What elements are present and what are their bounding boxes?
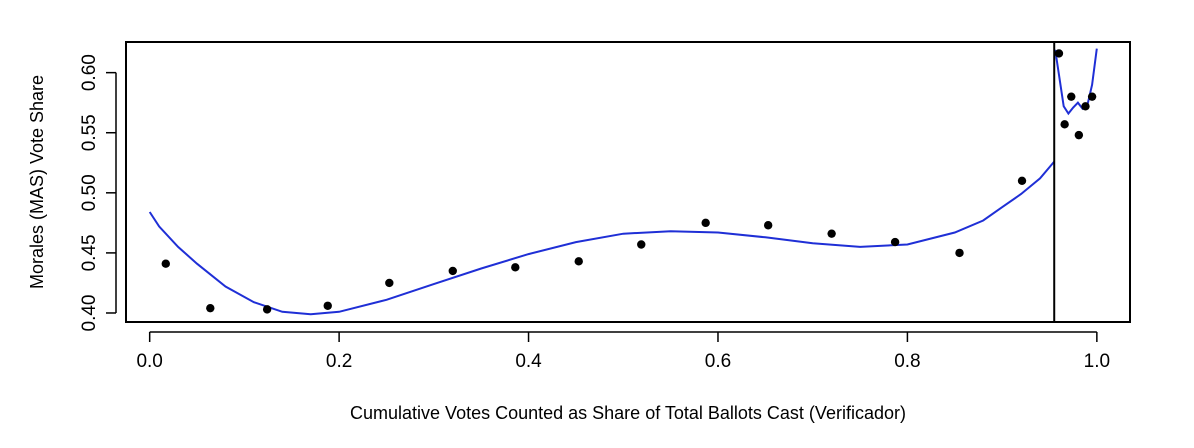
data-point (1067, 92, 1076, 101)
data-point (1060, 120, 1069, 129)
fit-curves (148, 48, 1098, 316)
fit-curve-right (1054, 48, 1098, 116)
data-point (827, 229, 836, 238)
y-tick-label: 0.55 (79, 114, 100, 151)
data-point (511, 263, 520, 272)
data-point (262, 305, 272, 314)
y-axis: 0.40 0.45 0.50 0.55 0.60 (79, 54, 117, 331)
y-tick-label: 0.40 (79, 294, 100, 331)
data-point (448, 266, 457, 276)
data-point (955, 248, 964, 258)
x-axis: 0.0 0.2 0.4 0.6 0.8 1.0 (136, 331, 1110, 372)
y-axis-title: Morales (MAS) Vote Share (27, 75, 47, 289)
data-point (1074, 130, 1084, 140)
data-point (637, 240, 646, 249)
data-points (161, 49, 1097, 314)
y-tick-label: 0.60 (79, 54, 100, 91)
data-point (1017, 176, 1027, 185)
data-point (890, 237, 900, 247)
x-tick-label: 1.0 (1084, 351, 1110, 372)
x-tick-label: 0.8 (894, 351, 920, 372)
x-axis-title: Cumulative Votes Counted as Share of Tot… (350, 403, 906, 423)
data-point (574, 257, 583, 266)
y-tick-label: 0.50 (79, 174, 100, 211)
fit-curve-left (148, 160, 1055, 316)
x-tick-label: 0.0 (136, 351, 162, 372)
data-point (701, 218, 710, 228)
x-tick-label: 0.6 (705, 351, 731, 372)
data-point (323, 301, 332, 310)
data-point (1087, 92, 1097, 101)
data-point (1054, 49, 1064, 58)
data-point (1081, 102, 1090, 111)
x-tick-label: 0.4 (515, 351, 542, 372)
data-point (161, 259, 170, 268)
data-point (206, 303, 215, 313)
y-tick-label: 0.45 (79, 234, 100, 271)
data-point (385, 278, 394, 288)
data-point (763, 221, 773, 230)
plot-frame (125, 41, 1131, 323)
x-tick-label: 0.2 (326, 351, 352, 372)
